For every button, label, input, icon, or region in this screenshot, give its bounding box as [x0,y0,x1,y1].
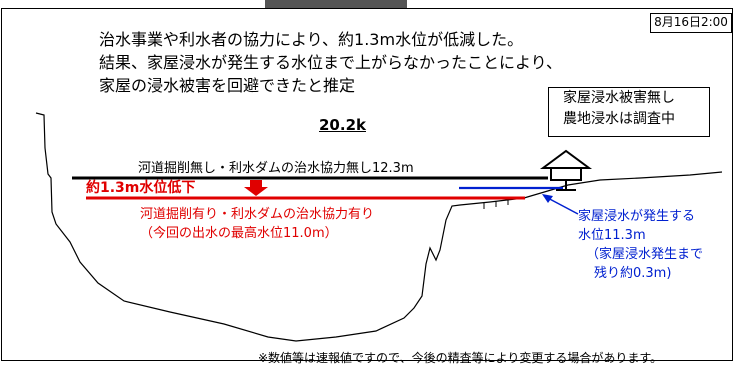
cross-section-ground [35,112,723,342]
label-threshold-line-4: 残り約0.3m) [594,266,672,281]
damage-status-box: 家屋浸水被害無し 農地浸水は調査中 [548,87,710,137]
location-label: 20.2k [319,116,366,134]
bank-ticks [483,199,509,209]
lead-text-line-2: 結果、家屋浸水が発生する水位まで上がらなかったことにより、 [99,53,563,72]
date-time-badge: 8月16日2:00 [650,13,732,33]
threshold-leader-arrow-icon [542,194,579,215]
lead-text-line-1: 治水事業や利水者の協力により、約1.3m水位が低減した。 [99,30,524,49]
status-line-farmland: 農地浸水は調査中 [563,111,675,127]
footnote: ※数値等は速報値ですので、今後の精査等により変更する場合があります。 [258,351,663,365]
status-line-house: 家屋浸水被害無し [563,90,675,106]
label-reduction: 約1.3m水位低下 [86,180,196,196]
lead-text-line-3: 家屋の浸水被害を回避できたと推定 [99,76,356,95]
diagram-frame [1,8,733,361]
label-threshold-line-2: 水位11.3m [578,228,646,243]
house-icon [539,149,593,191]
label-without-measures: 河道掘削無し・利水ダムの治水協力無し12.3m [138,161,414,176]
reduction-arrow-icon [244,180,268,196]
label-threshold-line-3: （家屋浸水発生まで [586,247,704,262]
label-with-measures-line-2: （今回の出水の最高水位11.0m） [140,226,338,241]
top-tab-bar [265,0,407,9]
label-with-measures-line-1: 河道掘削有り・利水ダムの治水協力有り [140,207,375,222]
label-threshold-line-1: 家屋浸水が発生する [578,209,696,224]
